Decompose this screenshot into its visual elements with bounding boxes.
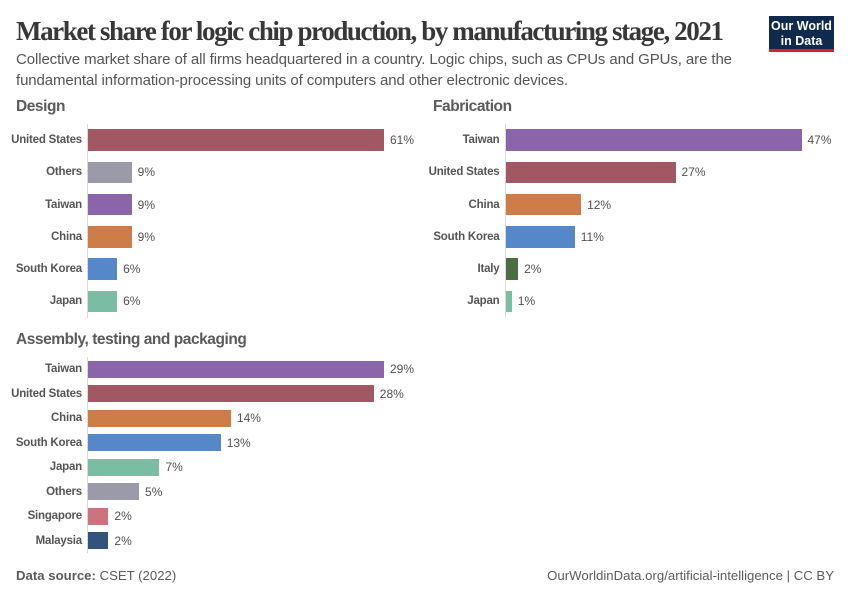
value-label: 28% <box>379 386 404 401</box>
value-label: 2% <box>114 509 132 524</box>
value-label: 9% <box>137 229 156 244</box>
category-label: United States <box>11 134 82 147</box>
y-axis-line <box>87 124 88 318</box>
subtitle-line: Collective market share of all firms hea… <box>16 51 732 68</box>
bar <box>88 161 132 184</box>
category-label: Taiwan <box>45 363 82 376</box>
bar <box>505 129 802 151</box>
footer-source: Data source: CSET (2022) <box>16 568 176 583</box>
panel-assembly: Assembly, testing and packaging Taiwan 29%… <box>11 331 433 564</box>
bar <box>505 226 575 248</box>
bar <box>88 507 109 525</box>
panel-title: Assembly, testing and packaging <box>16 331 247 348</box>
category-label: Taiwan <box>45 198 82 211</box>
value-label: 5% <box>145 484 163 499</box>
panel-title: Design <box>16 98 65 115</box>
bar <box>88 290 118 313</box>
bar <box>88 458 160 476</box>
category-label: United States <box>428 166 500 179</box>
panel-design: Design United States 61% Others 9% Taiwan 9% Ch… <box>11 98 433 331</box>
value-label: 12% <box>587 197 612 212</box>
panel-fabrication: Fabrication Taiwan 47% United States 27% Chin… <box>429 98 834 331</box>
value-label: 9% <box>137 165 156 180</box>
category-label: Taiwan <box>462 134 500 147</box>
value-label: 14% <box>236 411 261 426</box>
value-label: 13% <box>226 435 251 450</box>
value-label: 7% <box>165 460 183 475</box>
value-label: 27% <box>681 165 706 180</box>
bar <box>505 161 676 184</box>
category-label: South Korea <box>15 436 82 449</box>
bar <box>88 258 118 280</box>
category-label: Others <box>46 485 82 498</box>
category-label: China <box>51 412 82 425</box>
footer-source-label: Data source: <box>16 568 96 583</box>
value-label: 6% <box>123 262 141 277</box>
bar <box>88 434 221 452</box>
category-label: Japan <box>467 295 500 308</box>
category-label: Japan <box>49 295 82 308</box>
bar <box>505 290 512 313</box>
chart-footer: Data source: CSET (2022) OurWorldinData.… <box>16 568 834 583</box>
category-label: China <box>51 230 82 243</box>
bar <box>88 483 140 501</box>
bar <box>88 226 132 248</box>
bar <box>88 193 132 216</box>
owid-logo-line1: Our World <box>771 19 832 33</box>
category-label: Others <box>46 166 82 179</box>
category-label: Italy <box>477 263 500 276</box>
value-label: 6% <box>123 294 141 309</box>
footer-source-value: CSET (2022) <box>99 568 177 583</box>
value-label: 47% <box>807 133 832 148</box>
bar <box>505 193 582 216</box>
value-label: 2% <box>114 533 132 548</box>
chart-subtitle: Collective market share of all firms hea… <box>16 50 732 91</box>
category-label: Singapore <box>27 510 83 523</box>
chart-title: Market share for logic chip production, … <box>16 16 724 46</box>
category-label: United States <box>11 387 82 400</box>
bar <box>88 532 109 550</box>
value-label: 29% <box>390 362 415 377</box>
bar <box>88 129 384 151</box>
y-axis-line <box>504 124 506 318</box>
category-label: China <box>468 198 500 211</box>
bar <box>88 360 384 378</box>
category-label: Malaysia <box>35 534 83 547</box>
owid-logo-line2: in Data <box>780 34 823 48</box>
subtitle-line: fundamental information-processing units… <box>16 71 568 89</box>
panel-title: Fabrication <box>433 98 512 115</box>
bar <box>505 258 519 280</box>
category-label: South Korea <box>15 263 82 276</box>
value-label: 11% <box>580 229 604 244</box>
category-label: Japan <box>49 461 82 474</box>
footer-attribution: OurWorldinData.org/artificial-intelligen… <box>547 568 834 583</box>
owid-logo: Our World in Data <box>769 16 834 52</box>
value-label: 9% <box>137 197 156 212</box>
category-label: South Korea <box>433 230 500 243</box>
value-label: 61% <box>390 133 415 148</box>
value-label: 1% <box>517 294 536 309</box>
value-label: 2% <box>524 262 542 277</box>
bar <box>88 409 231 427</box>
y-axis-line <box>87 357 88 553</box>
bar <box>88 385 374 403</box>
